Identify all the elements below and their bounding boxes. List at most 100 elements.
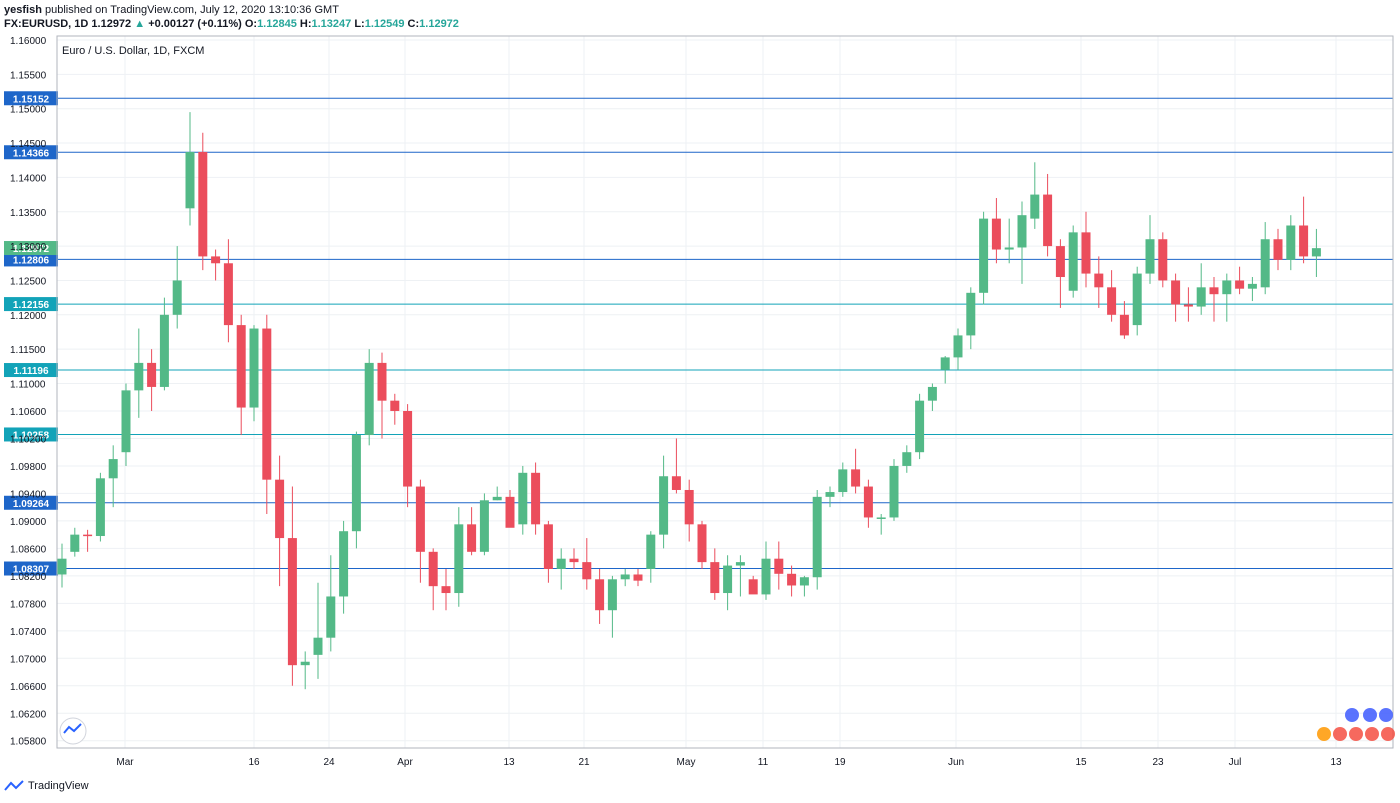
- candle[interactable]: [620, 568, 630, 587]
- candle[interactable]: [761, 541, 771, 600]
- candle[interactable]: [607, 575, 617, 638]
- candle[interactable]: [799, 575, 809, 597]
- candle[interactable]: [70, 527, 80, 557]
- candle[interactable]: [825, 486, 835, 508]
- candle[interactable]: [595, 568, 605, 624]
- candle[interactable]: [633, 568, 643, 587]
- candle[interactable]: [966, 287, 976, 350]
- candle[interactable]: [95, 472, 105, 542]
- candle[interactable]: [1273, 228, 1283, 271]
- candle[interactable]: [684, 479, 694, 542]
- candle[interactable]: [710, 548, 720, 600]
- footer-brand[interactable]: TradingView: [28, 780, 89, 792]
- candle[interactable]: [697, 520, 707, 569]
- candle[interactable]: [569, 548, 579, 569]
- candle[interactable]: [876, 514, 886, 535]
- candle[interactable]: [1068, 225, 1078, 298]
- candle[interactable]: [748, 575, 758, 595]
- candle[interactable]: [492, 486, 502, 501]
- candle[interactable]: [838, 462, 848, 497]
- candle[interactable]: [211, 249, 221, 281]
- candle[interactable]: [1183, 287, 1193, 322]
- candle[interactable]: [351, 431, 361, 549]
- candle[interactable]: [735, 555, 745, 597]
- candle[interactable]: [991, 198, 1001, 264]
- candle[interactable]: [505, 489, 515, 528]
- candle[interactable]: [1222, 273, 1232, 322]
- candle[interactable]: [543, 520, 553, 583]
- candle[interactable]: [377, 352, 387, 439]
- candle[interactable]: [787, 565, 797, 597]
- candle[interactable]: [953, 328, 963, 370]
- candle[interactable]: [582, 538, 592, 590]
- candle[interactable]: [262, 314, 272, 515]
- candle[interactable]: [364, 349, 374, 446]
- candle[interactable]: [339, 520, 349, 614]
- candle[interactable]: [185, 112, 195, 226]
- candle[interactable]: [851, 448, 861, 494]
- candle[interactable]: [1017, 201, 1027, 284]
- candle[interactable]: [1260, 222, 1270, 295]
- candle[interactable]: [927, 383, 937, 411]
- candle[interactable]: [1209, 277, 1219, 322]
- candle[interactable]: [198, 132, 208, 271]
- candle[interactable]: [1004, 218, 1014, 264]
- candle[interactable]: [1132, 266, 1142, 336]
- candle[interactable]: [646, 531, 656, 583]
- candle[interactable]: [479, 493, 489, 556]
- candle[interactable]: [223, 239, 233, 343]
- candle[interactable]: [531, 462, 541, 535]
- candle[interactable]: [108, 445, 118, 508]
- candle[interactable]: [1030, 162, 1040, 229]
- candle[interactable]: [1235, 266, 1245, 295]
- candle[interactable]: [1196, 263, 1206, 315]
- candle[interactable]: [979, 211, 989, 305]
- candle[interactable]: [1081, 211, 1091, 288]
- candle[interactable]: [467, 507, 477, 556]
- candle[interactable]: [159, 297, 169, 391]
- candle[interactable]: [940, 356, 950, 384]
- candle[interactable]: [518, 465, 528, 535]
- candle[interactable]: [723, 555, 733, 611]
- candle[interactable]: [403, 404, 413, 508]
- candle[interactable]: [1158, 232, 1168, 288]
- candle[interactable]: [441, 568, 451, 611]
- candle[interactable]: [236, 314, 246, 436]
- candle[interactable]: [83, 529, 93, 552]
- candle[interactable]: [1145, 215, 1155, 284]
- event-markers[interactable]: [1317, 708, 1395, 741]
- candle[interactable]: [287, 486, 297, 686]
- candle[interactable]: [671, 438, 681, 494]
- candle[interactable]: [1043, 173, 1053, 257]
- candle[interactable]: [1299, 196, 1309, 264]
- candle[interactable]: [454, 507, 464, 607]
- publisher-username[interactable]: yesfish: [4, 4, 42, 16]
- candle[interactable]: [275, 455, 285, 587]
- candle[interactable]: [147, 349, 157, 411]
- candle[interactable]: [1119, 301, 1129, 339]
- candle[interactable]: [1311, 228, 1321, 278]
- candle[interactable]: [1107, 270, 1117, 322]
- candle[interactable]: [57, 543, 67, 588]
- candle[interactable]: [1171, 273, 1181, 322]
- candle[interactable]: [326, 555, 336, 652]
- tradingview-logo-icon[interactable]: [4, 780, 24, 792]
- candle[interactable]: [902, 445, 912, 473]
- candle[interactable]: [134, 328, 144, 418]
- candle[interactable]: [863, 479, 873, 528]
- candle[interactable]: [415, 479, 425, 583]
- candle[interactable]: [249, 325, 259, 422]
- candle[interactable]: [121, 383, 131, 466]
- candle[interactable]: [774, 541, 784, 590]
- candle[interactable]: [300, 651, 310, 690]
- candle[interactable]: [812, 489, 822, 590]
- candle[interactable]: [172, 246, 182, 329]
- candle[interactable]: [889, 459, 899, 521]
- candle[interactable]: [556, 548, 566, 590]
- candle[interactable]: [659, 455, 669, 549]
- candle[interactable]: [1094, 256, 1104, 308]
- candle[interactable]: [1286, 215, 1296, 271]
- candle[interactable]: [428, 548, 438, 611]
- candle[interactable]: [1247, 277, 1257, 302]
